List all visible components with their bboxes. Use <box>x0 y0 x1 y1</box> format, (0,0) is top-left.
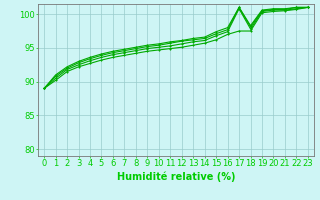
X-axis label: Humidité relative (%): Humidité relative (%) <box>117 171 235 182</box>
